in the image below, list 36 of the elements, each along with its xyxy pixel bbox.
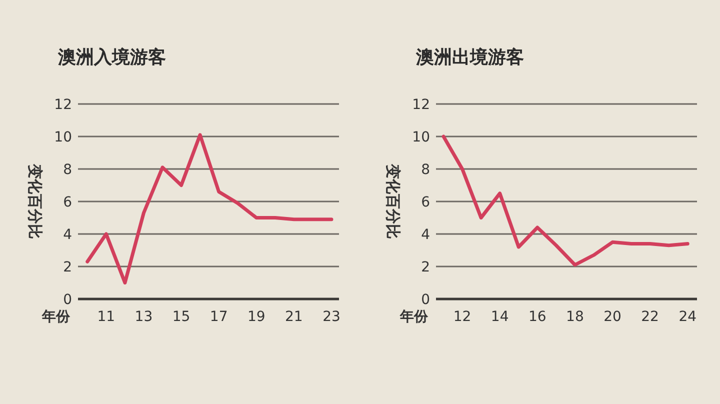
x-tick-label: 12	[453, 309, 472, 325]
line-series	[86, 133, 334, 284]
x-tick-label: 22	[641, 309, 659, 325]
x-tick-label: 16	[528, 309, 546, 325]
y-tick-label: 10	[54, 130, 72, 146]
x-axis-title: 年份	[41, 309, 71, 325]
x-tick-label: 19	[247, 309, 266, 325]
y-tick-label: 8	[421, 162, 430, 178]
x-tick-label: 14	[490, 309, 509, 325]
y-axis-title: 变化百分比	[26, 163, 44, 239]
line-series	[442, 134, 690, 267]
y-tick-label: 6	[421, 194, 430, 210]
x-tick-label: 21	[285, 309, 303, 325]
x-tick-label: 17	[210, 309, 228, 325]
y-tick-label: 0	[421, 292, 430, 308]
chart-title: 澳洲出境游客	[415, 47, 524, 68]
y-tick-label: 0	[63, 292, 72, 308]
y-tick-label: 8	[63, 162, 72, 178]
y-tick-label: 12	[54, 97, 72, 113]
x-tick-label: 18	[566, 309, 584, 325]
y-tick-label: 12	[412, 97, 430, 113]
chart-title: 澳洲入境游客	[57, 47, 166, 68]
x-tick-label: 13	[134, 309, 153, 325]
y-tick-label: 2	[421, 260, 430, 276]
y-tick-label: 6	[63, 194, 72, 210]
x-tick-label: 20	[604, 309, 622, 325]
x-tick-label: 23	[322, 309, 340, 325]
x-tick-label: 11	[97, 309, 116, 325]
x-tick-label: 24	[678, 309, 697, 325]
y-tick-label: 4	[421, 227, 430, 243]
y-tick-label: 4	[63, 227, 72, 243]
y-tick-label: 2	[63, 260, 72, 276]
y-tick-label: 10	[412, 130, 430, 146]
x-axis-title: 年份	[399, 309, 429, 325]
y-axis-title: 变化百分比	[384, 163, 402, 239]
x-tick-label: 15	[172, 309, 190, 325]
